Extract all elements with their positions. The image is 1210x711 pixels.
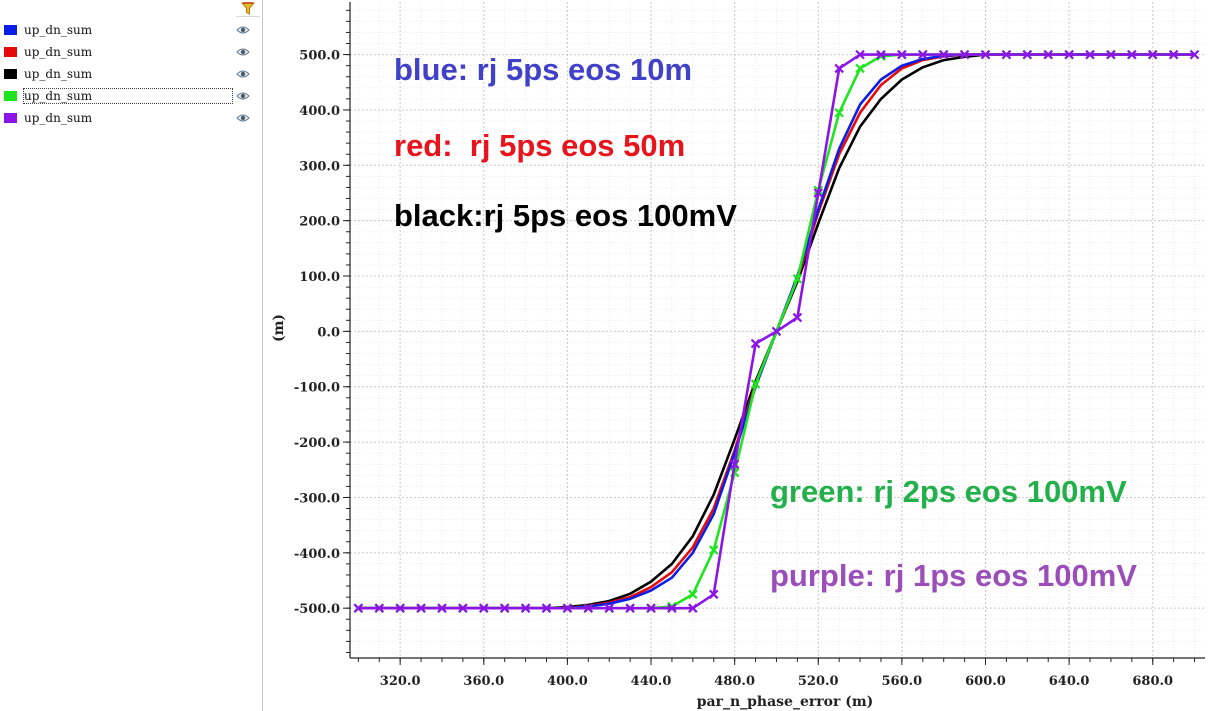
legend-item[interactable]: up_dn_sum bbox=[4, 44, 234, 60]
data-point bbox=[688, 603, 698, 613]
data-point bbox=[625, 603, 635, 613]
legend-swatch bbox=[4, 69, 17, 79]
legend-item[interactable]: up_dn_sum bbox=[4, 110, 234, 126]
x-tick-label: 640.0 bbox=[1049, 674, 1090, 689]
data-point bbox=[834, 107, 844, 118]
x-tick-label: 480.0 bbox=[714, 674, 755, 689]
data-point bbox=[541, 603, 552, 613]
legend-label: up_dn_sum bbox=[24, 23, 93, 37]
data-point bbox=[959, 49, 970, 60]
data-point bbox=[688, 589, 698, 600]
data-point bbox=[416, 603, 426, 613]
data-point bbox=[353, 603, 364, 613]
data-point bbox=[792, 274, 803, 284]
plot-area[interactable]: 320.0 360.0 400.0 440.0 480.0 520.0 560.0 600.0… bbox=[263, 0, 1210, 711]
annotation-label: red: rj 5ps eos 50m bbox=[394, 128, 685, 163]
eye-icon[interactable] bbox=[236, 91, 250, 101]
data-point bbox=[708, 545, 719, 555]
x-tick-label: 560.0 bbox=[882, 674, 923, 689]
filter-button[interactable] bbox=[236, 0, 260, 17]
data-point bbox=[562, 603, 573, 613]
data-point bbox=[792, 312, 803, 323]
data-point bbox=[1064, 49, 1074, 60]
data-point bbox=[1106, 49, 1116, 60]
eye-icon[interactable] bbox=[236, 47, 250, 57]
legend-item[interactable]: up_dn_sum bbox=[4, 66, 234, 82]
data-point bbox=[437, 603, 447, 613]
y-tick-label: 300.0 bbox=[299, 159, 340, 174]
data-point bbox=[980, 49, 991, 60]
data-point bbox=[771, 326, 782, 337]
eye-icon[interactable] bbox=[236, 25, 250, 35]
legend-swatch bbox=[4, 91, 17, 101]
legend-panel: up_dn_sum up_dn_sum up_dn_sum up_dn_sum up_d… bbox=[0, 0, 263, 711]
y-tick-label: 400.0 bbox=[299, 104, 340, 119]
x-tick-label: 440.0 bbox=[631, 674, 672, 689]
legend-swatch bbox=[4, 113, 17, 123]
data-point bbox=[583, 603, 594, 613]
data-point bbox=[520, 603, 531, 613]
y-tick-label: -500.0 bbox=[294, 602, 340, 617]
legend-label: up_dn_sum bbox=[22, 88, 234, 104]
data-point bbox=[667, 603, 677, 613]
annotation-label: black:rj 5ps eos 100mV bbox=[394, 198, 737, 233]
x-axis-title: par_n_phase_error (m) bbox=[697, 694, 874, 710]
annotation-label: purple: rj 1ps eos 100mV bbox=[770, 558, 1137, 593]
data-point bbox=[646, 603, 656, 613]
y-axis-title: (m) bbox=[271, 314, 287, 342]
legend-swatch bbox=[4, 25, 17, 35]
legend-label: up_dn_sum bbox=[24, 45, 93, 59]
data-point bbox=[834, 63, 844, 74]
x-tick-label: 400.0 bbox=[547, 674, 588, 689]
data-point bbox=[855, 63, 865, 74]
x-tick-label: 600.0 bbox=[965, 674, 1006, 689]
data-point bbox=[1001, 49, 1012, 60]
x-tick-label: 520.0 bbox=[798, 674, 839, 689]
data-point bbox=[395, 603, 405, 613]
data-point bbox=[897, 49, 907, 60]
data-point bbox=[1168, 49, 1179, 60]
annotation-label: green: rj 2ps eos 100mV bbox=[770, 474, 1127, 509]
filter-icon bbox=[241, 1, 255, 15]
y-tick-label: -400.0 bbox=[294, 547, 340, 562]
data-point bbox=[499, 603, 510, 613]
x-tick-label: 320.0 bbox=[380, 674, 421, 689]
data-point bbox=[708, 589, 719, 600]
data-point bbox=[876, 49, 886, 60]
eye-icon[interactable] bbox=[236, 113, 250, 123]
data-point bbox=[1022, 49, 1033, 60]
data-point bbox=[1085, 49, 1095, 60]
y-tick-label: -100.0 bbox=[294, 381, 340, 396]
data-point bbox=[813, 188, 824, 198]
legend-label: up_dn_sum bbox=[24, 111, 93, 125]
y-tick-label: 0.0 bbox=[317, 325, 340, 340]
data-point bbox=[458, 603, 468, 613]
data-point bbox=[479, 603, 489, 613]
data-point bbox=[750, 379, 761, 389]
legend-label: up_dn_sum bbox=[24, 67, 93, 81]
data-point bbox=[729, 459, 740, 470]
data-point bbox=[855, 49, 865, 60]
y-tick-label: -300.0 bbox=[294, 491, 340, 506]
y-tick-label: 500.0 bbox=[299, 49, 340, 64]
data-point bbox=[750, 338, 761, 349]
data-point bbox=[1147, 49, 1158, 60]
y-tick-label: -200.0 bbox=[294, 436, 340, 451]
legend-item[interactable]: up_dn_sum bbox=[4, 88, 234, 104]
data-point bbox=[1043, 49, 1053, 60]
y-tick-label: 100.0 bbox=[299, 270, 340, 285]
legend-item[interactable]: up_dn_sum bbox=[4, 22, 234, 38]
data-point bbox=[918, 49, 928, 60]
eye-icon[interactable] bbox=[236, 69, 250, 79]
data-point bbox=[1189, 49, 1200, 60]
data-point bbox=[604, 603, 614, 613]
legend-swatch bbox=[4, 47, 17, 57]
x-tick-label: 360.0 bbox=[463, 674, 504, 689]
data-point bbox=[374, 603, 385, 613]
data-point bbox=[938, 49, 949, 60]
x-tick-label: 680.0 bbox=[1132, 674, 1173, 689]
y-tick-label: 200.0 bbox=[299, 215, 340, 230]
annotation-label: blue: rj 5ps eos 10m bbox=[394, 52, 692, 87]
data-point bbox=[1127, 49, 1137, 60]
